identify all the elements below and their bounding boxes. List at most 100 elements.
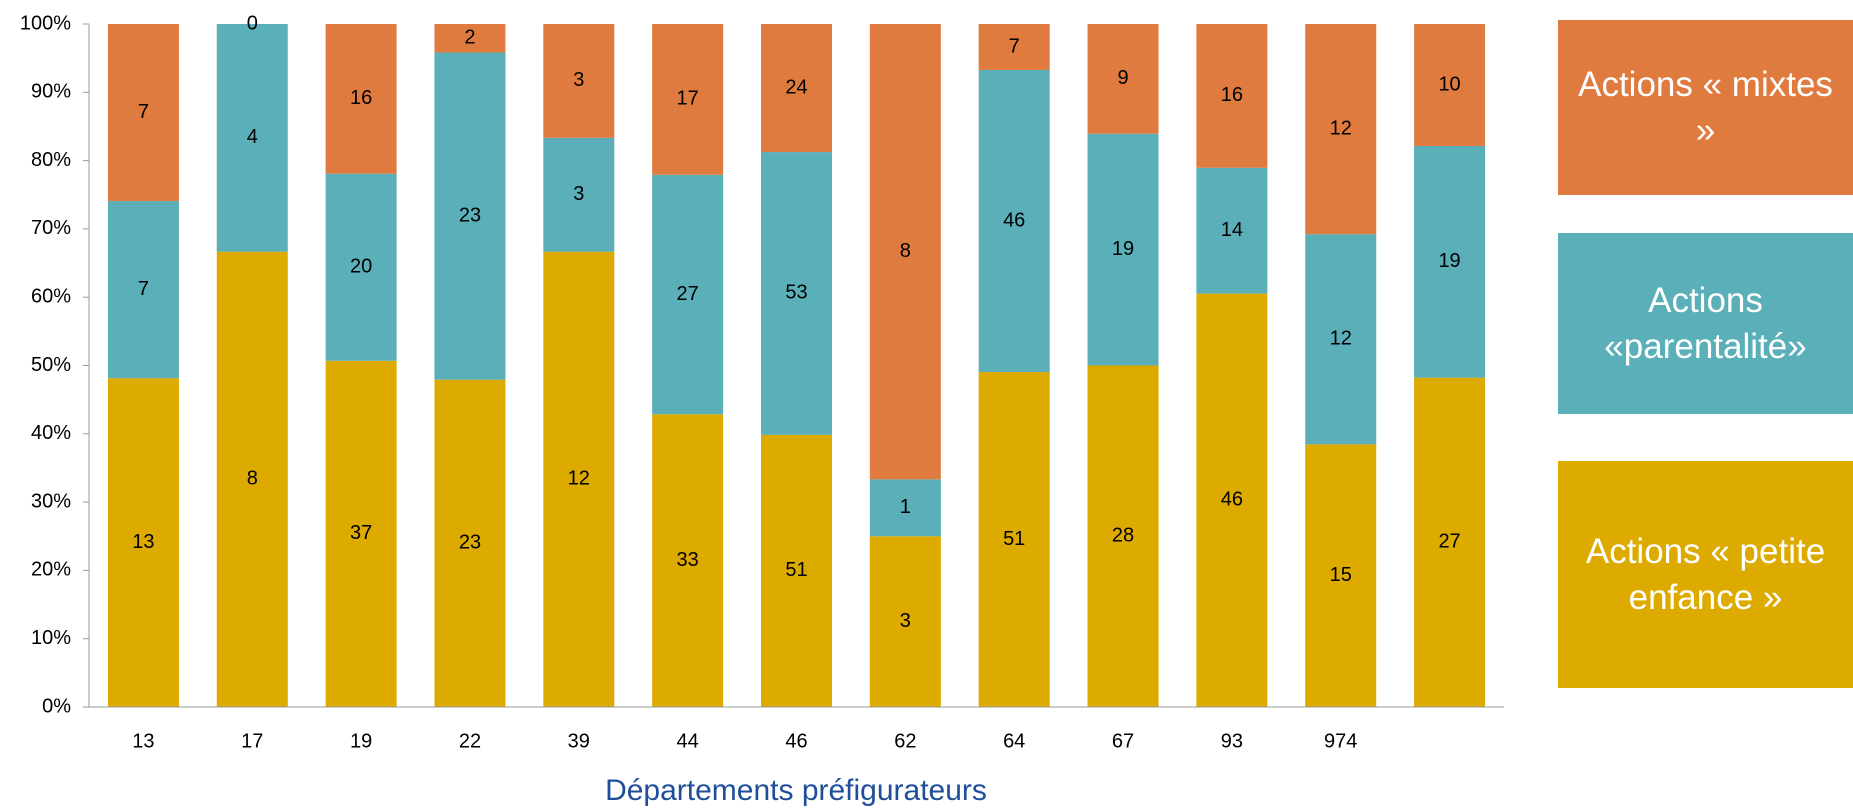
bar-segment	[978, 69, 1050, 373]
bar-segment	[325, 360, 397, 707]
bar-segment	[869, 24, 941, 480]
bar-segment	[107, 201, 179, 379]
data-label: 19	[1438, 250, 1460, 272]
bar-segment	[1305, 234, 1377, 445]
bar-segment	[107, 378, 179, 707]
y-tick-label: 20%	[31, 559, 71, 581]
bar-segment	[652, 174, 724, 415]
bar-segment	[325, 173, 397, 361]
bar-segment	[1196, 24, 1268, 168]
bar-segment	[978, 372, 1050, 707]
data-label: 51	[785, 559, 807, 581]
data-label: 12	[568, 468, 590, 490]
bar-segment	[543, 137, 615, 252]
bar-segment	[1414, 377, 1486, 707]
bar-segment	[216, 24, 288, 252]
data-label: 53	[785, 282, 807, 304]
data-label: 16	[350, 87, 372, 109]
x-tick-label: 64	[1003, 730, 1025, 752]
data-label: 28	[1112, 525, 1134, 547]
legend-entry: Actions « mixtes »	[1558, 20, 1853, 195]
bar-segment	[434, 24, 506, 53]
y-tick-label: 10%	[31, 627, 71, 649]
data-label: 7	[138, 101, 149, 123]
data-label: 0	[247, 12, 258, 34]
x-tick-label: 67	[1112, 730, 1134, 752]
data-label: 8	[247, 468, 258, 490]
bar-segment	[1087, 365, 1159, 707]
data-label: 7	[138, 278, 149, 300]
data-label: 2	[464, 27, 475, 49]
bar-segment	[652, 414, 724, 707]
data-label: 10	[1438, 73, 1460, 95]
bar-segment	[869, 536, 941, 707]
data-label: 15	[1330, 564, 1352, 586]
x-tick-label: 13	[132, 730, 154, 752]
x-tick-label: 44	[677, 730, 699, 752]
data-label: 3	[900, 610, 911, 632]
data-label: 3	[573, 69, 584, 91]
bar-segment	[1305, 24, 1377, 235]
bar-segment	[434, 52, 506, 380]
data-label: 46	[1221, 489, 1243, 511]
bar-segment	[1087, 24, 1159, 134]
x-tick-label: 93	[1221, 730, 1243, 752]
legend-entry: Actions « petite enfance »	[1558, 461, 1853, 688]
y-tick-label: 70%	[31, 217, 71, 239]
bar-segment	[543, 24, 615, 138]
bar-segment	[1196, 293, 1268, 707]
bar-segment	[1414, 145, 1486, 378]
x-tick-label: 17	[241, 730, 263, 752]
data-label: 19	[1112, 238, 1134, 260]
data-label: 7	[1009, 35, 1020, 57]
data-label: 13	[132, 531, 154, 553]
bar-segment	[1196, 167, 1268, 294]
data-label: 23	[459, 204, 481, 226]
x-tick-label: 974	[1324, 730, 1357, 752]
data-label: 27	[677, 283, 699, 305]
x-tick-label: 22	[459, 730, 481, 752]
bar-segment	[761, 434, 832, 707]
data-label: 1	[900, 496, 911, 518]
legend-entry: Actions «parentalité»	[1558, 233, 1853, 414]
x-tick-label: 46	[785, 730, 807, 752]
y-tick-label: 90%	[31, 81, 71, 103]
y-tick-label: 50%	[31, 354, 71, 376]
y-tick-label: 80%	[31, 149, 71, 171]
bar-segment	[543, 251, 615, 707]
bar-segment	[107, 24, 179, 202]
data-label: 9	[1117, 67, 1128, 89]
x-axis-title: Départements préfigurateurs	[605, 774, 987, 807]
y-tick-label: 30%	[31, 490, 71, 512]
bar-segment	[761, 152, 832, 435]
data-label: 51	[1003, 528, 1025, 550]
bar-segment	[1305, 444, 1377, 707]
data-label: 20	[350, 256, 372, 278]
data-label: 8	[900, 240, 911, 262]
y-tick-label: 100%	[20, 12, 71, 34]
bar-segment	[434, 379, 506, 707]
bar-segment	[216, 251, 288, 707]
bar-segment	[869, 479, 941, 537]
bar-segment	[1087, 133, 1159, 366]
data-label: 12	[1330, 117, 1352, 139]
data-label: 37	[350, 522, 372, 544]
data-label: 14	[1221, 219, 1243, 241]
bar-segment	[1414, 24, 1486, 146]
data-label: 3	[573, 183, 584, 205]
data-label: 27	[1438, 531, 1460, 553]
bar-segment	[761, 24, 832, 153]
data-label: 17	[677, 88, 699, 110]
bar-segment	[325, 24, 397, 174]
y-tick-label: 0%	[42, 695, 71, 717]
x-tick-label: 39	[568, 730, 590, 752]
data-label: 46	[1003, 209, 1025, 231]
x-tick-label: 62	[894, 730, 916, 752]
x-tick-label: 19	[350, 730, 372, 752]
data-label: 24	[785, 76, 807, 98]
data-label: 16	[1221, 84, 1243, 106]
bar-segment	[978, 24, 1050, 70]
y-tick-label: 40%	[31, 422, 71, 444]
